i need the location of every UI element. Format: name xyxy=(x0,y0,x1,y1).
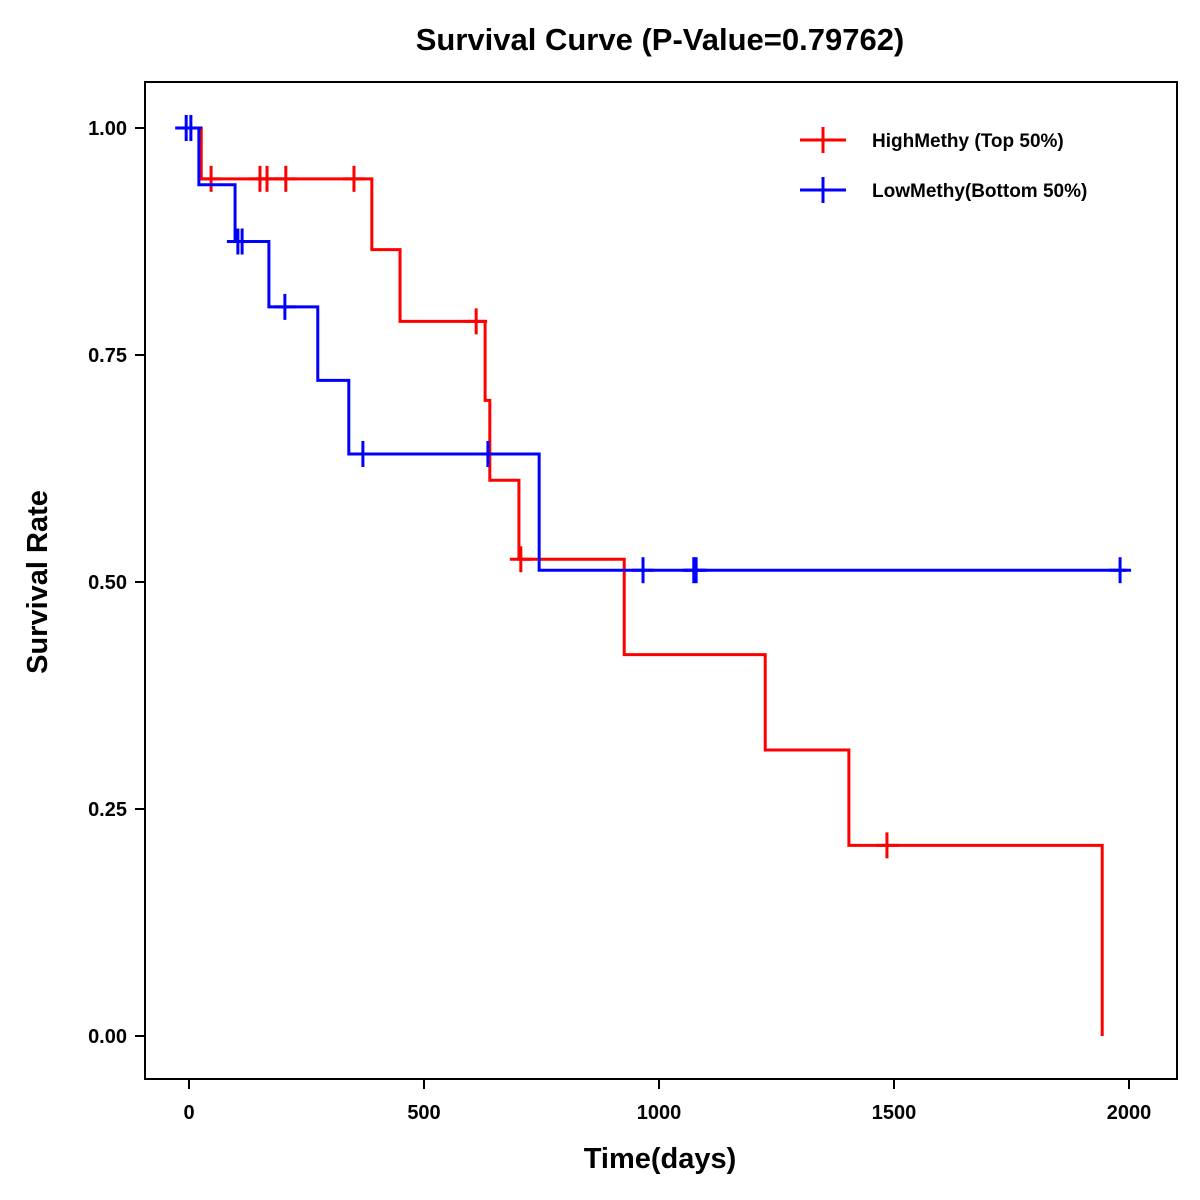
series-high xyxy=(189,126,1104,1036)
censor-mark xyxy=(256,165,279,192)
censor-mark xyxy=(465,308,488,335)
censor-mark xyxy=(274,165,297,192)
y-axis: 0.00 0.25 0.50 0.75 1.00 xyxy=(88,118,145,1048)
x-tick-label: 500 xyxy=(407,1102,440,1124)
censor-mark xyxy=(685,557,708,584)
censor-mark xyxy=(875,832,898,859)
legend-label-low: LowMethy(Bottom 50%) xyxy=(872,181,1087,202)
x-tick-label: 1000 xyxy=(637,1102,682,1124)
censor-mark xyxy=(1109,557,1132,584)
chart-title: Survival Curve (P-Value=0.79762) xyxy=(416,22,905,57)
legend-item-low: LowMethy(Bottom 50%) xyxy=(800,177,1087,203)
censor-mark xyxy=(179,115,202,141)
censor-mark xyxy=(632,557,655,584)
censor-mark xyxy=(351,440,374,467)
legend-item-high: HighMethy (Top 50%) xyxy=(800,127,1064,153)
censor-mark xyxy=(200,165,223,192)
series-layer xyxy=(175,115,1132,1036)
y-tick-label: 0.25 xyxy=(88,799,127,821)
x-tick-label: 2000 xyxy=(1107,1102,1152,1124)
y-tick-label: 1.00 xyxy=(88,118,127,140)
x-tick-label: 1500 xyxy=(872,1102,917,1124)
series-low xyxy=(175,115,1132,584)
x-axis: 0 500 1000 1500 2000 xyxy=(183,1079,1151,1124)
legend: HighMethy (Top 50%) LowMethy(Bottom 50%) xyxy=(800,127,1087,203)
censor-mark xyxy=(509,546,532,573)
x-tick-label: 0 xyxy=(183,1102,194,1124)
censor-mark xyxy=(231,228,254,255)
plot-frame xyxy=(144,81,1178,1080)
legend-label-high: HighMethy (Top 50%) xyxy=(872,131,1064,152)
censor-mark xyxy=(476,440,499,467)
x-axis-title: Time(days) xyxy=(584,1143,737,1175)
censor-mark xyxy=(342,165,365,192)
y-axis-title: Survival Rate xyxy=(22,490,54,674)
y-tick-label: 0.75 xyxy=(88,345,127,367)
y-tick-label: 0.50 xyxy=(88,572,127,594)
y-tick-label: 0.00 xyxy=(88,1026,127,1048)
censor-mark xyxy=(273,293,296,320)
survival-curve-line xyxy=(189,126,1104,1036)
